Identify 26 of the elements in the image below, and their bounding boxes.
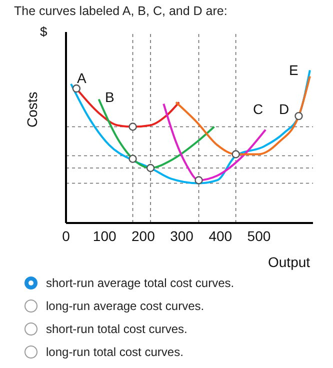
annotation: D: [279, 101, 290, 117]
text: short-run total cost curves.: [46, 322, 188, 336]
x-tick-label: 0: [62, 228, 70, 244]
annotation: C: [253, 101, 264, 117]
annotation: A: [77, 70, 86, 86]
annotation: E: [289, 62, 298, 78]
chart-title: The curves labeled A, B, C, and D are:: [14, 4, 228, 18]
text: short-run average total cost curves.: [46, 276, 234, 290]
point: [128, 122, 137, 131]
x-tick-label: 100: [92, 228, 116, 244]
annotation: B: [105, 89, 114, 105]
x-tick-label: 200: [132, 228, 156, 244]
point: [146, 164, 155, 172]
y-axis-title: Costs: [24, 92, 40, 128]
x-tick-label: 400: [208, 228, 232, 244]
point: [72, 84, 81, 93]
x-axis-title: Output: [268, 254, 310, 270]
point: [232, 150, 240, 158]
point: [294, 112, 303, 120]
text: long-run total cost curves.: [46, 345, 184, 359]
text: $: [40, 24, 48, 39]
point: [194, 176, 203, 184]
x-tick-label: 300: [170, 228, 194, 244]
x-tick-label: 500: [247, 228, 271, 244]
text: long-run average cost curves.: [46, 299, 204, 313]
point: [128, 154, 137, 163]
